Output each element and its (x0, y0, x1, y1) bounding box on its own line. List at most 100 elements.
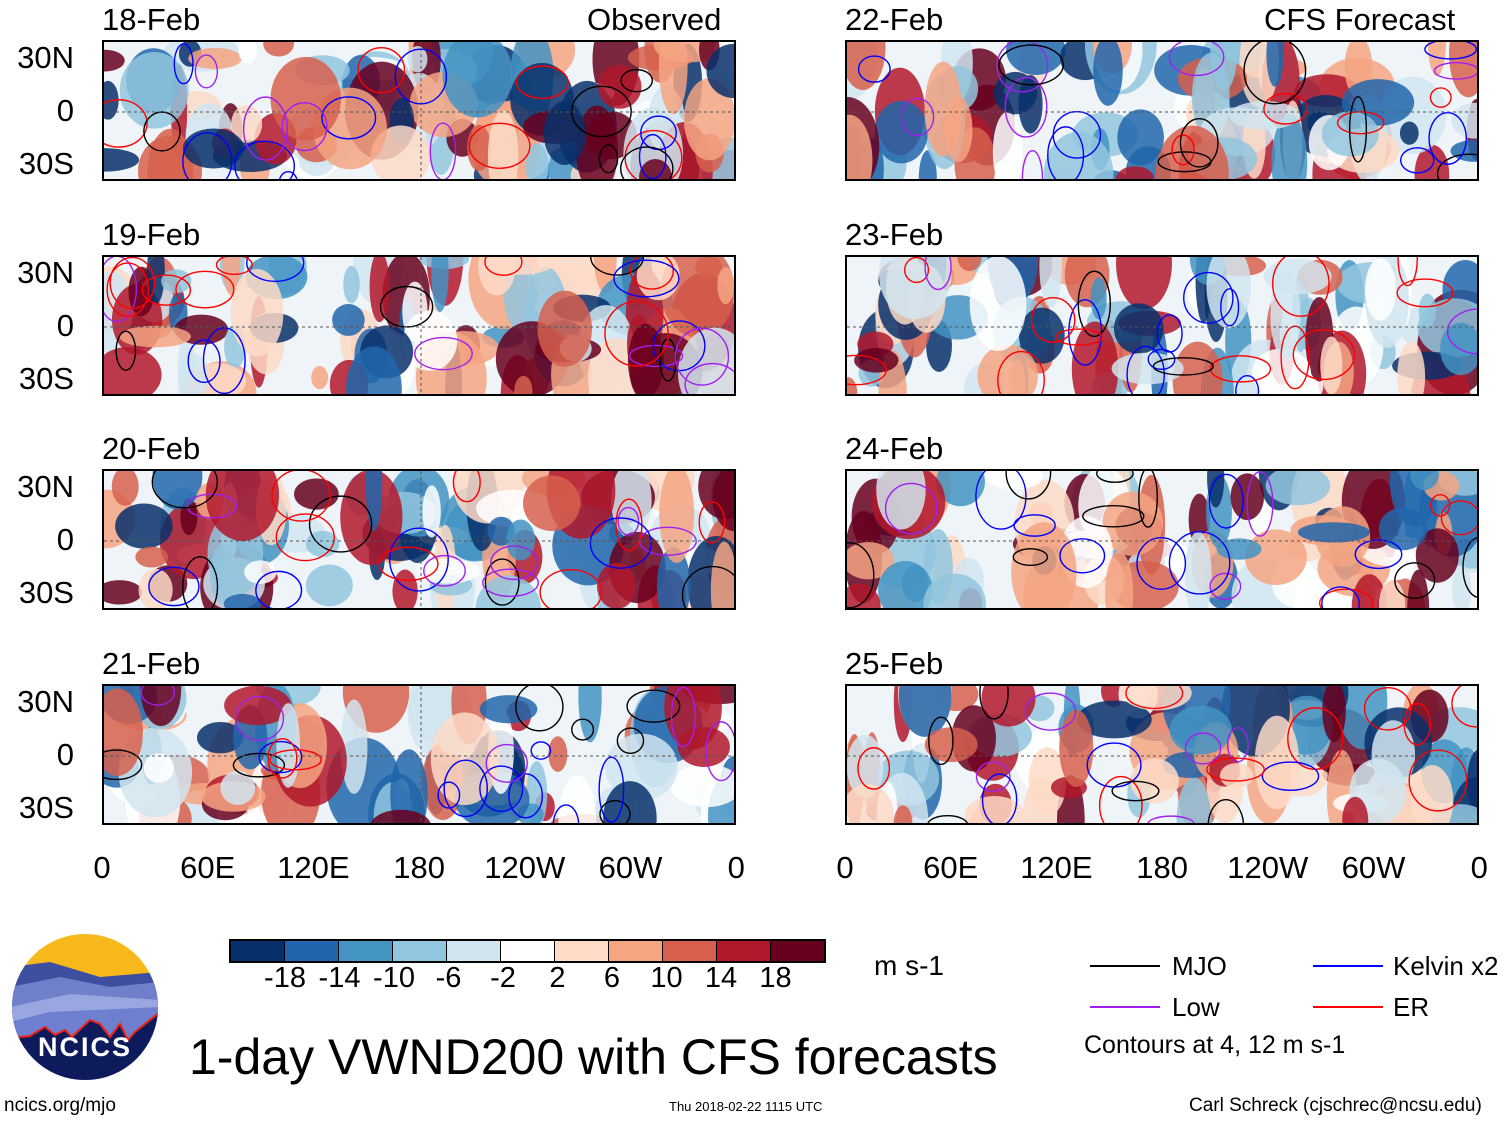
wind-anomaly-blob (874, 100, 928, 164)
contour (1280, 325, 1310, 390)
wind-anomaly-blob (659, 471, 695, 563)
contour (1433, 61, 1477, 80)
wind-anomaly-blob (523, 475, 581, 532)
wind-anomaly-blob (1351, 574, 1388, 608)
contour (1354, 539, 1403, 570)
wind-anomaly-blob (936, 471, 985, 507)
contour (1111, 780, 1160, 802)
wind-anomaly-blob (578, 686, 602, 743)
panel-date: 22-Feb (845, 2, 944, 37)
wind-anomaly-blob (1113, 303, 1164, 354)
contour (616, 727, 645, 754)
contour (1397, 257, 1418, 287)
contour (681, 565, 734, 608)
wind-anomaly-blob (104, 347, 162, 394)
wind-anomaly-blob (957, 257, 982, 272)
colorbar-swatch (555, 941, 609, 961)
legend-er-line (1313, 1006, 1383, 1008)
contour (1246, 471, 1274, 537)
wind-anomaly-blob (104, 580, 143, 605)
contour (571, 718, 595, 741)
contour (857, 747, 891, 790)
contour (904, 257, 930, 284)
wind-anomaly-blob (1130, 758, 1179, 804)
wind-anomaly-blob (670, 764, 734, 808)
wind-anomaly-blob (964, 796, 1025, 823)
wind-anomaly-blob (898, 686, 952, 737)
wind-anomaly-blob (1116, 257, 1172, 310)
panel-date: 21-Feb (102, 646, 201, 681)
wind-anomaly-blob (305, 564, 353, 607)
contour (1403, 702, 1432, 746)
wind-anomaly-blob (847, 783, 894, 823)
footer-url[interactable]: ncics.org/mjo (4, 1095, 116, 1116)
wind-anomaly-blob (1169, 705, 1232, 755)
wind-anomaly-blob (923, 573, 986, 608)
colorbar-label: 2 (549, 962, 566, 994)
contour (194, 54, 219, 89)
contour (182, 556, 219, 608)
wind-anomaly-blob (1219, 763, 1254, 789)
contour (1030, 297, 1076, 343)
contour (414, 336, 473, 371)
wind-anomaly-blob (1039, 257, 1062, 308)
lat-label: 30S (18, 146, 74, 181)
wind-anomaly-blob (1378, 507, 1428, 551)
contour (698, 501, 726, 544)
contour (1261, 761, 1320, 792)
contour (1021, 149, 1044, 179)
colorbar-swatch (339, 941, 393, 961)
wind-anomaly-blob (658, 42, 688, 115)
wind-anomaly-blob (1322, 686, 1346, 743)
contour (281, 102, 328, 152)
wind-anomaly-blob (487, 110, 519, 179)
colorbar-label: -2 (490, 962, 516, 994)
colorbar-swatch (771, 941, 824, 961)
contour (182, 132, 233, 179)
contour (258, 740, 303, 774)
lat-label: 30N (17, 684, 74, 719)
wind-anomaly-blob (1093, 42, 1123, 106)
wind-anomaly-blob (985, 471, 1044, 490)
wind-anomaly-blob (1111, 352, 1184, 385)
wind-anomaly-blob (431, 257, 449, 313)
wind-anomaly-blob (1271, 114, 1308, 179)
wind-anomaly-blob (1320, 336, 1343, 394)
contour (232, 752, 286, 778)
contour (1012, 548, 1049, 567)
wind-anomaly-blob (115, 503, 173, 549)
wind-anomaly-blob (1414, 144, 1450, 179)
wind-anomaly-blob (847, 377, 858, 394)
wind-anomaly-blob (878, 560, 933, 608)
contour (279, 170, 298, 179)
lat-label: 30N (17, 469, 74, 504)
lon-label: 120W (484, 850, 566, 885)
contour (1136, 536, 1187, 590)
forecast-label: CFS Forecast (1264, 2, 1456, 37)
wind-anomaly-blob (924, 61, 962, 157)
contour (1394, 562, 1436, 600)
map-panel (845, 40, 1479, 181)
contour (1082, 505, 1145, 528)
contour (269, 749, 322, 771)
colorbar-swatch (663, 941, 717, 961)
contour (1440, 500, 1477, 536)
wind-anomaly-blob (706, 43, 734, 99)
legend-kelvin-line (1313, 965, 1383, 967)
wind-anomaly-blob (188, 47, 242, 70)
contour (1428, 111, 1467, 165)
contour (1024, 692, 1077, 731)
wind-anomaly-blob (340, 699, 368, 794)
panel-date: 19-Feb (102, 217, 201, 252)
contour (143, 111, 181, 152)
contour (140, 686, 176, 706)
wind-anomaly-blob (1229, 101, 1300, 130)
wind-anomaly-blob (1176, 777, 1212, 823)
contour (202, 327, 246, 394)
wind-anomaly-blob (603, 781, 657, 823)
contour (539, 568, 603, 608)
wind-anomaly-blob (178, 352, 208, 394)
contour (598, 756, 625, 823)
contour (884, 482, 938, 535)
contour (255, 570, 303, 608)
